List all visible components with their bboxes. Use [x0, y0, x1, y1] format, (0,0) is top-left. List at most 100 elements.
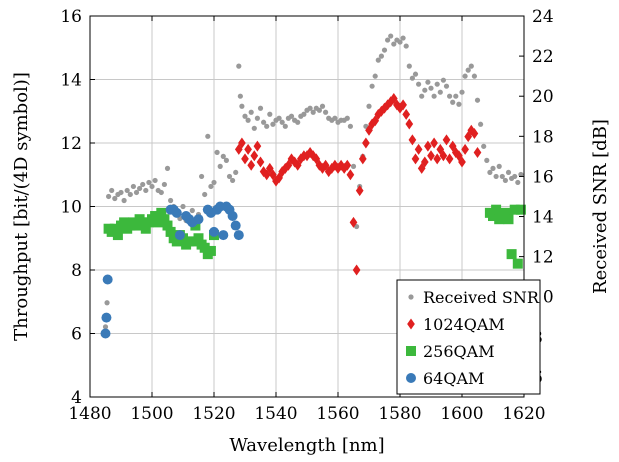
- received-snr-point: [301, 111, 307, 117]
- received-snr-point: [152, 177, 158, 184]
- received-snr-point: [422, 87, 428, 93]
- 1024qam-point: [250, 150, 259, 162]
- y2-axis-label: Received SNR [dB]: [590, 119, 611, 294]
- y-tick-label: 10: [60, 198, 82, 218]
- 1024qam-point: [461, 143, 469, 155]
- x-tick-label: 1480: [68, 404, 111, 424]
- received-snr-point: [226, 173, 233, 180]
- received-snr-point: [499, 173, 505, 180]
- 256qam-point: [509, 204, 520, 215]
- 256qam-point: [159, 214, 170, 225]
- received-snr-point: [493, 173, 499, 180]
- received-snr-point: [161, 181, 167, 188]
- received-snr-point: [419, 93, 425, 99]
- received-snr-point: [416, 81, 422, 87]
- 1024qam-point: [362, 137, 370, 149]
- 1024qam-point: [405, 118, 414, 130]
- marks-layer: [100, 33, 526, 339]
- 1024qam-point: [368, 118, 376, 130]
- received-snr-point: [319, 103, 326, 109]
- received-snr-point: [347, 123, 353, 129]
- received-snr-point: [462, 73, 468, 79]
- received-snr-point: [230, 177, 236, 184]
- 1024qam-point: [346, 169, 355, 181]
- 1024qam-point: [265, 162, 274, 174]
- received-snr-point: [369, 83, 375, 89]
- received-snr-point: [437, 89, 443, 95]
- legend-marker-256qam: [406, 346, 416, 356]
- received-snr-point: [261, 119, 267, 125]
- received-snr-point: [270, 121, 276, 127]
- received-snr-point: [264, 123, 270, 129]
- y2-tick-label: 22: [532, 47, 554, 67]
- y-tick-label: 14: [60, 71, 82, 91]
- 256qam-point: [112, 230, 123, 241]
- 1024qam-point: [414, 143, 423, 155]
- legend-label-64qam: 64QAM: [423, 369, 484, 388]
- 64qam-point: [218, 230, 229, 241]
- y2-tick-label: 24: [532, 7, 554, 27]
- 1024qam-point: [244, 143, 252, 155]
- 1024qam-point: [253, 140, 262, 152]
- 1024qam-point: [374, 108, 383, 120]
- 64qam-point: [227, 211, 238, 222]
- received-snr-point: [133, 189, 140, 196]
- received-snr-point: [434, 81, 440, 87]
- received-snr-point: [237, 93, 243, 99]
- 64qam-point: [100, 328, 111, 339]
- received-snr-point: [168, 197, 174, 204]
- received-snr-point: [279, 119, 285, 125]
- received-snr-point: [474, 97, 481, 103]
- received-snr-point: [496, 163, 502, 169]
- 256qam-point: [140, 223, 151, 234]
- 1024qam-point: [349, 216, 358, 228]
- 1024qam-point: [402, 108, 411, 120]
- received-snr-point: [502, 177, 508, 184]
- 256qam-point: [156, 207, 167, 218]
- y-axis-label: Throughput [bit/(4D symbol)]: [11, 72, 32, 341]
- 256qam-point: [171, 236, 182, 247]
- 256qam-point: [119, 217, 130, 228]
- received-snr-point: [323, 109, 329, 115]
- 1024qam-point: [315, 159, 324, 171]
- 64qam-point: [209, 226, 219, 237]
- received-snr-point: [412, 71, 419, 77]
- received-snr-point: [233, 169, 239, 176]
- received-snr-point: [267, 111, 273, 117]
- 256qam-point: [500, 207, 511, 218]
- received-snr-point: [257, 105, 264, 111]
- 256qam-point: [488, 211, 498, 222]
- legend-label-256qam: 256QAM: [423, 342, 495, 361]
- received-snr-point: [490, 165, 496, 171]
- 256qam-point: [506, 249, 517, 260]
- received-snr-point: [459, 89, 465, 95]
- 1024qam-point: [238, 137, 246, 149]
- 1024qam-point: [470, 127, 479, 139]
- received-snr-point: [310, 109, 316, 115]
- y-tick-label: 6: [71, 325, 82, 345]
- received-snr-point: [127, 191, 133, 198]
- received-snr-point: [518, 171, 524, 178]
- legend-label-1024qam: 1024QAM: [423, 315, 505, 334]
- 1024qam-point: [420, 156, 429, 168]
- 1024qam-point: [337, 159, 345, 171]
- 1024qam-point: [281, 162, 290, 174]
- received-snr-point: [143, 187, 149, 194]
- 256qam-point: [150, 211, 161, 222]
- 256qam-point: [162, 220, 173, 231]
- 1024qam-point: [442, 134, 451, 146]
- legend-marker-1024qam: [407, 318, 415, 330]
- 1024qam-point: [327, 162, 336, 174]
- received-snr-point: [366, 103, 372, 109]
- 1024qam-point: [473, 147, 482, 159]
- y2-tick-label: 18: [532, 127, 554, 147]
- legend-box: [396, 279, 541, 395]
- received-snr-point: [295, 119, 301, 125]
- received-snr-point: [149, 183, 155, 190]
- x-tick-label: 1500: [130, 404, 173, 424]
- received-snr-point: [443, 83, 450, 89]
- received-snr-point: [468, 63, 474, 69]
- y-tick-label: 16: [60, 7, 82, 27]
- received-snr-point: [515, 179, 521, 186]
